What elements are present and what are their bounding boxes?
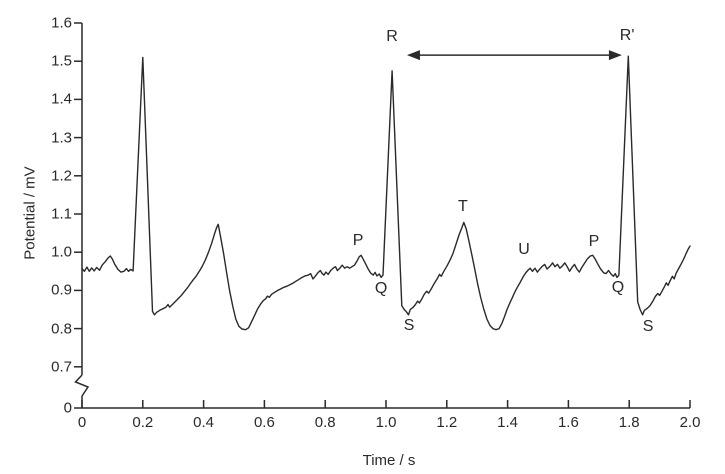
x-tick-label: 1.6 — [557, 414, 579, 431]
y-tick-label: 1.6 — [51, 14, 72, 32]
y-tick-label: 1.3 — [51, 129, 72, 147]
wave-label-r-prime: R' — [619, 26, 635, 44]
wave-label-q: Q — [611, 279, 625, 297]
wave-label-u: U — [518, 240, 530, 258]
x-tick-label: 0.4 — [193, 414, 215, 431]
wave-label-p: P — [352, 232, 364, 250]
wave-label-q: Q — [374, 279, 388, 297]
y-tick-label: 1.1 — [51, 205, 72, 223]
x-tick-label: 0 — [77, 414, 87, 431]
y-tick-label: 1.5 — [51, 52, 72, 70]
x-tick-label: 2.0 — [679, 414, 701, 431]
x-tick-label: 1.8 — [618, 414, 640, 431]
y-axis-title: Potential / mV — [21, 166, 39, 260]
wave-label-r: R — [386, 28, 398, 46]
wave-label-s: S — [642, 318, 654, 336]
y-tick-label: 0 — [63, 399, 72, 417]
y-tick-label: 0.9 — [51, 281, 72, 299]
y-tick-label: 1.2 — [51, 167, 72, 185]
wave-label-s: S — [403, 316, 415, 334]
y-tick-label: 0.8 — [51, 320, 72, 338]
x-tick-label: 0.2 — [132, 414, 154, 431]
y-tick-label: 1.0 — [51, 243, 72, 261]
ecg-trace — [81, 55, 691, 331]
wave-label-t: T — [458, 198, 468, 216]
rr-arrowhead-right — [608, 50, 622, 61]
y-axis-break — [74, 374, 90, 397]
x-axis-title: Time / s — [362, 452, 416, 469]
y-tick-label: 0.7 — [51, 358, 72, 376]
x-tick-label: 1.0 — [375, 414, 397, 431]
x-tick-label: 0.8 — [314, 414, 336, 431]
x-tick-label: 0.6 — [253, 414, 275, 431]
x-tick-label: 1.2 — [436, 414, 458, 431]
wave-label-p: P — [588, 232, 600, 250]
rr-arrowhead-left — [406, 50, 420, 61]
x-tick-label: 1.4 — [497, 414, 519, 431]
y-tick-label: 1.4 — [51, 90, 72, 108]
